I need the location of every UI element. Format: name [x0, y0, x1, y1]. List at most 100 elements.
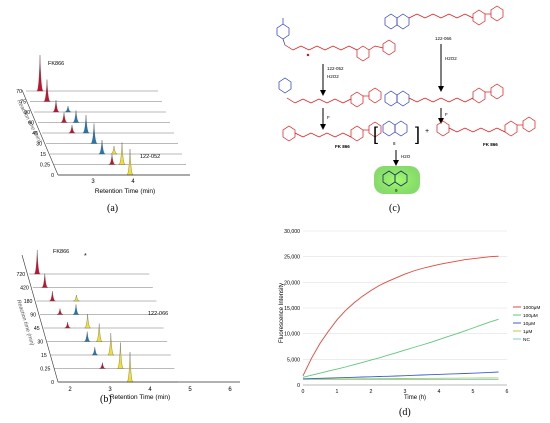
reagent-h2o2-2: H2O2 [445, 56, 457, 61]
label-9: 9 [395, 188, 398, 193]
panel-a-depth-tick: 70 [16, 89, 22, 95]
label-fk866-left: FK 866 [335, 144, 350, 149]
panel-c-reaction-scheme: 122-052 H2O2 F FK 866 [276, 5, 536, 194]
panel-d-series-line [302, 371, 499, 380]
panel-d-xlabel: Time (h) [404, 395, 426, 401]
panel-b-peak [96, 323, 103, 342]
structure-122-066 [384, 5, 504, 30]
label-8: 8 [393, 141, 396, 146]
panel-b-peak [84, 313, 91, 329]
panel-d-legend-label: 100μM [523, 313, 538, 319]
reagent-h2o2-1: H2O2 [327, 74, 339, 79]
panel-d-legend-label: 1μM [523, 329, 532, 335]
panel-d-series-line [302, 377, 499, 380]
panel-b-xtick: 5 [188, 387, 192, 393]
panel-b-peak [99, 362, 106, 369]
panel-a-peak [36, 54, 44, 92]
panel-d-ytick: 30,000 [284, 229, 300, 235]
panel-a-peak [64, 105, 72, 113]
panel-b-xtick: 4 [148, 387, 152, 393]
panel-b-depth-tick: 420 [20, 286, 29, 292]
panel-b-peak [107, 332, 114, 356]
panel-b-peak [84, 331, 91, 342]
panel-b-peak [73, 294, 80, 302]
label-122-066: 122-066 [435, 36, 452, 41]
structure-fk866-right [436, 116, 536, 137]
panel-a-peak [72, 110, 80, 123]
panel-d-legend-label: NC [523, 337, 530, 343]
panel-d-ytick: 20,000 [284, 280, 300, 286]
panel-a-peak [68, 124, 76, 134]
panel-b-peak [56, 308, 64, 315]
panel-a-peak [60, 112, 68, 123]
panel-d-legend-label: 1000μM [523, 305, 540, 311]
arrow-2-head [320, 124, 326, 130]
panel-a-caption: (a) [107, 203, 119, 214]
panel-d-xtick: 2 [370, 389, 373, 395]
structure-8 [382, 120, 408, 137]
reagent-h2o: H2O [401, 154, 411, 159]
structure-fk866-left [282, 121, 382, 142]
panel-c: 122-052 H2O2 F FK 866 [275, 0, 550, 215]
panel-b-peak [91, 346, 98, 356]
arrow-3-head [438, 86, 444, 92]
panel-d-xtick: 4 [438, 389, 441, 395]
panel-a-xtick: 4 [131, 179, 135, 185]
panel-b-depth-tick: 720 [17, 272, 26, 278]
panel-d-ytick: 10,000 [284, 332, 300, 338]
panel-a-depth-tick: 0 [51, 173, 54, 179]
panel-d-ytick: 25,000 [284, 255, 300, 261]
panel-a-peak [82, 114, 90, 134]
arrow-1-head [320, 90, 326, 96]
panel-d-ytick: 0 [297, 383, 300, 389]
panel-a-depth-tick: 45 [32, 131, 38, 137]
panel-a-peak [43, 79, 51, 102]
panel-b-peak [72, 304, 80, 315]
panel-a-chromatogram: 3 4 Retention Time (min) Reaction time (… [15, 54, 190, 195]
panel-a-depth-tick: 30 [36, 142, 42, 148]
panel-b-peak [126, 351, 134, 383]
panel-d-ytick: 15,000 [284, 306, 300, 312]
panel-b-depth-tick: 0.25 [40, 367, 50, 373]
panel-a-peak [52, 99, 60, 113]
panel-d-legend-label: 10μM [523, 321, 535, 327]
panel-d-xtick: 5 [472, 389, 475, 395]
panel-a-depth-tick: 0.25 [40, 163, 50, 169]
arrow-5-head [393, 160, 399, 166]
panel-a-peak [90, 123, 98, 144]
panel-b-depth-tick: 45 [34, 326, 40, 332]
panel-b-caption: (b) [100, 394, 112, 405]
plus-sign: + [425, 128, 429, 135]
panel-a-depth-tick: 90 [24, 110, 30, 116]
panel-c-caption: (c) [389, 203, 401, 214]
reagent-f-1: F [327, 115, 330, 120]
panel-a-peak [98, 139, 106, 155]
structure-intermediate-left [278, 77, 382, 108]
panel-a-peak [126, 148, 134, 176]
structure-intermediate-right [384, 83, 504, 107]
panel-a-depth-tick: 75 [20, 100, 26, 106]
panel-b-peak [41, 273, 48, 288]
panel-d-series-line [302, 255, 499, 376]
panel-b-depth-tick: 15 [41, 353, 47, 359]
structure-122-052 [276, 18, 396, 62]
panel-b-ylabel: Reaction time (min) [15, 299, 35, 347]
panel-d-xtick: 6 [506, 389, 509, 395]
panel-b-xtick: 3 [108, 387, 112, 393]
panel-a: 3 4 Retention Time (min) Reaction time (… [0, 0, 275, 215]
label-fk866-right: FK 866 [483, 142, 498, 147]
panel-a-xlabel: Retention Time (min) [95, 188, 155, 195]
bracket-left: [ [373, 124, 378, 144]
panel-b-depth-tick: 180 [24, 299, 33, 305]
panel-d-line-chart: 0 5,000 10,000 15,000 20,000 25,000 30,000 0 1 2 3… [279, 229, 540, 401]
panel-b-depth-tick: 90 [30, 313, 36, 319]
panel-a-depth-tick: 15 [40, 152, 46, 158]
panel-b-peak [49, 290, 56, 302]
panel-b-peak [64, 321, 71, 329]
panel-a-peak [108, 154, 116, 165]
panel-b-peak [117, 342, 124, 369]
panel-d-ytick: 5,000 [287, 357, 300, 363]
panel-a-depth-tick: 60 [28, 121, 34, 127]
